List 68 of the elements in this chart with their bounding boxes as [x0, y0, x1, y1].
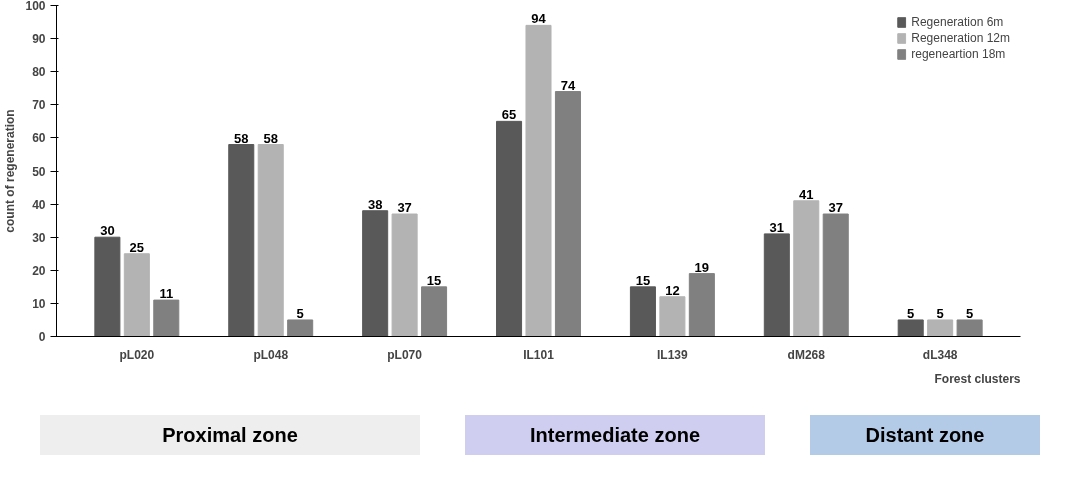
- y-tick-label: 10: [32, 296, 46, 311]
- legend-label: Regeneration 6m: [911, 15, 1004, 29]
- x-tick-label: IL139: [657, 347, 689, 362]
- bar: [228, 144, 255, 337]
- data-label: 31: [769, 219, 785, 235]
- data-label: 19: [694, 259, 710, 275]
- y-tick-label: 70: [32, 98, 46, 113]
- bar: [496, 120, 523, 337]
- y-tick-label: 0: [38, 330, 46, 344]
- bar: [257, 144, 284, 337]
- data-label: 37: [397, 200, 412, 216]
- y-axis-title: count of regeneration: [3, 109, 18, 233]
- y-tick-label: 30: [32, 230, 46, 245]
- text: Intermediate zone: [529, 423, 701, 448]
- data-label: 12: [665, 282, 680, 298]
- bar: [391, 213, 418, 337]
- data-label: 65: [501, 107, 517, 123]
- text: Proximal zone: [162, 423, 298, 448]
- bar: [793, 200, 820, 337]
- data-label: 5: [936, 305, 944, 321]
- data-label: 5: [907, 305, 915, 321]
- bar: [525, 24, 552, 337]
- data-label: 11: [159, 286, 174, 302]
- bar: [554, 91, 581, 337]
- bar: [822, 213, 849, 337]
- bar: [688, 273, 715, 337]
- x-tick-label: pL070: [387, 347, 423, 362]
- data-label: 74: [560, 77, 576, 93]
- bar: [763, 233, 790, 337]
- data-label: 58: [234, 130, 249, 146]
- data-label: 15: [426, 272, 442, 288]
- bar: [897, 319, 924, 337]
- bar: [123, 253, 150, 337]
- x-axis-title: Forest clusters: [934, 371, 1021, 386]
- data-label: 15: [635, 272, 651, 288]
- bar: [927, 319, 954, 337]
- y-tick-label: 20: [32, 263, 46, 278]
- bar: [362, 210, 389, 337]
- x-tick-label: pL048: [253, 347, 289, 362]
- bar: [94, 236, 121, 337]
- y-tick-label: 80: [32, 65, 46, 80]
- bar: [629, 286, 656, 337]
- data-label: 30: [100, 223, 115, 239]
- data-label: 25: [129, 239, 145, 255]
- legend-label: Regeneration 12m: [911, 31, 1010, 45]
- x-tick-label: pL020: [119, 347, 155, 362]
- y-tick-label: 100: [25, 0, 46, 13]
- y-tick-label: 40: [32, 197, 46, 212]
- bar: [421, 286, 448, 337]
- data-label: 41: [799, 186, 814, 202]
- legend-label: regeneartion 18m: [911, 47, 1006, 61]
- y-tick-label: 50: [32, 164, 46, 179]
- x-tick-label: dL348: [922, 347, 958, 362]
- y-tick-label: 90: [32, 32, 46, 47]
- y-tick-label: 60: [32, 131, 46, 146]
- x-tick-label: dM268: [787, 347, 826, 362]
- text: Distant zone: [865, 423, 985, 448]
- data-label: 38: [367, 196, 383, 212]
- x-tick-label: IL101: [523, 347, 555, 362]
- data-label: 37: [828, 200, 843, 216]
- data-label: 58: [263, 130, 278, 146]
- bar: [956, 319, 983, 337]
- data-label: 94: [531, 11, 547, 27]
- bar: [659, 296, 686, 337]
- data-label: 5: [296, 305, 304, 321]
- bar: [287, 319, 314, 337]
- data-label: 5: [966, 305, 974, 321]
- bar: [153, 299, 180, 337]
